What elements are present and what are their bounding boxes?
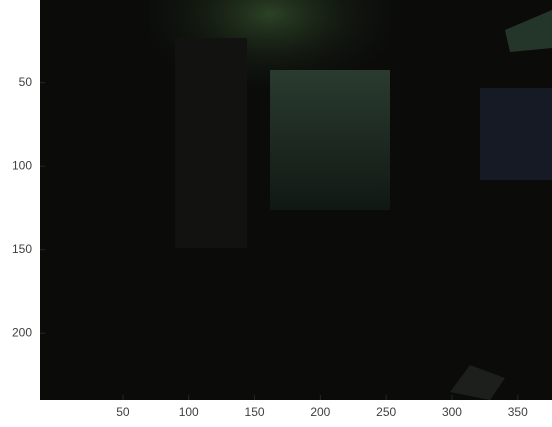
x-tick-label: 300 [442, 405, 462, 419]
x-tick-label: 250 [376, 405, 396, 419]
y-tick-label: 100 [12, 158, 32, 172]
page: {"chart_data": {"type": "image", "xlim":… [0, 0, 552, 427]
x-tick-label: 50 [116, 405, 130, 419]
y-tick-label: 150 [12, 242, 32, 256]
x-tick-label: 200 [310, 405, 330, 419]
x-tick-label: 150 [245, 405, 265, 419]
figure: 50 100 150 200 250 300 350 50 100 150 200 [0, 0, 552, 427]
door [175, 38, 247, 248]
y-tick-label: 200 [12, 325, 32, 339]
x-tick-label: 100 [179, 405, 199, 419]
poster [480, 88, 552, 180]
lit-panel [270, 70, 390, 210]
y-tick-label: 50 [19, 75, 33, 89]
image [40, 0, 552, 400]
x-tick-label: 350 [508, 405, 528, 419]
